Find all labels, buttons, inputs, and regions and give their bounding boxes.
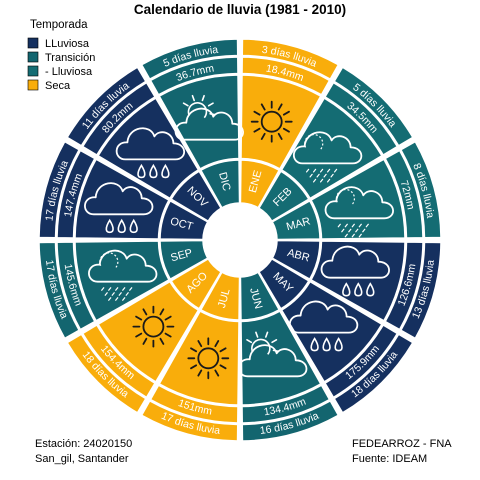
cloud-light-rain-icon	[88, 249, 158, 301]
icon-segment-jun	[240, 310, 322, 406]
mm-segment-ago	[81, 323, 157, 399]
credit-organization: FEDEARROZ - FNA	[352, 438, 452, 450]
mm-segment-ene	[241, 56, 331, 96]
sun-cloud-icon	[238, 331, 308, 378]
cloud-heavy-rain-icon	[115, 127, 186, 179]
sun-icon	[132, 305, 175, 348]
center-hole	[204, 204, 276, 276]
month-segment-dic	[199, 159, 241, 209]
month-label: DIC	[216, 171, 233, 192]
legend-swatch-transicion_seco	[27, 65, 39, 77]
mm-segment-abr	[384, 241, 424, 331]
cloud-heavy-rain-icon	[84, 182, 154, 234]
days-segment-mar	[399, 140, 442, 239]
footer: Estación: 24020150 San_gil, Santander FE…	[35, 438, 452, 465]
mm-segment-sep	[56, 241, 96, 331]
credit-source: Fuente: IDEAM	[352, 453, 427, 465]
legend: Temporada LLuviosa Transición - Lluviosa Se…	[27, 19, 95, 92]
month-segment-mar	[271, 199, 321, 241]
days-segment-dic	[140, 38, 239, 81]
mm-segment-dic	[149, 56, 239, 96]
month-segment-jun	[239, 271, 281, 321]
month-segment-sep	[159, 239, 209, 281]
legend-label-transicion_lluvioso: Transición	[45, 52, 95, 64]
month-segment-abr	[271, 239, 321, 281]
icon-segment-feb	[280, 97, 383, 200]
month-segment-feb	[257, 170, 310, 223]
legend-label-transicion_seco: - Lluviosa	[45, 66, 93, 78]
month-segment-nov	[170, 170, 223, 223]
legend-title: Temporada	[30, 19, 88, 31]
mm-segment-mar	[384, 149, 424, 239]
icon-segment-dic	[158, 74, 240, 170]
days-segment-ago	[66, 333, 147, 414]
mm-segment-jul	[149, 384, 239, 424]
chart-title: Calendario de lluvia (1981 - 2010)	[134, 2, 346, 17]
legend-swatch-transicion_lluvioso	[27, 51, 39, 63]
days-segment-abr	[399, 241, 442, 340]
days-segment-nov	[66, 66, 147, 147]
icon-segment-nov	[97, 97, 200, 200]
mm-segment-jun	[241, 384, 331, 424]
days-segment-may	[333, 333, 414, 414]
days-segment-feb	[333, 66, 414, 147]
sun-icon	[187, 337, 230, 380]
days-segment-oct	[38, 140, 81, 239]
days-segment-ene	[241, 38, 340, 81]
mm-segment-oct	[56, 149, 96, 239]
cloud-heavy-rain-icon	[288, 300, 359, 352]
month-segment-ene	[239, 159, 281, 209]
icon-segment-ago	[97, 280, 200, 383]
legend-label-lluvioso: LLuviosa	[45, 38, 90, 50]
days-segment-jul	[140, 399, 239, 442]
sun-cloud-icon	[174, 94, 244, 141]
legend-swatch-seco	[27, 79, 39, 91]
month-segment-oct	[159, 199, 209, 241]
month-label: ABR	[286, 247, 311, 264]
cloud-heavy-rain-icon	[320, 245, 390, 297]
mm-segment-nov	[81, 81, 157, 157]
month-label: SEP	[169, 247, 193, 264]
month-segment-jul	[199, 271, 241, 321]
station-location: San_gil, Santander	[35, 453, 129, 465]
station-code: Estación: 24020150	[35, 438, 132, 450]
mm-segment-may	[323, 323, 399, 399]
sun-icon	[250, 100, 293, 143]
legend-label-seco: Seca	[45, 80, 71, 92]
month-label: JUN	[247, 287, 264, 311]
month-segment-ago	[170, 257, 223, 310]
month-label: OCT	[169, 215, 195, 233]
days-segment-jun	[241, 399, 340, 442]
month-label: ENE	[247, 169, 264, 194]
icon-segment-oct	[74, 158, 170, 240]
month-label: JUL	[216, 287, 233, 309]
mm-segment-feb	[323, 81, 399, 157]
cloud-light-rain-icon	[324, 186, 394, 238]
days-segment-sep	[38, 241, 81, 340]
cloud-light-rain-icon	[292, 131, 363, 183]
month-segment-may	[257, 257, 310, 310]
icon-segment-abr	[310, 240, 406, 322]
legend-swatch-lluvioso	[27, 37, 39, 49]
